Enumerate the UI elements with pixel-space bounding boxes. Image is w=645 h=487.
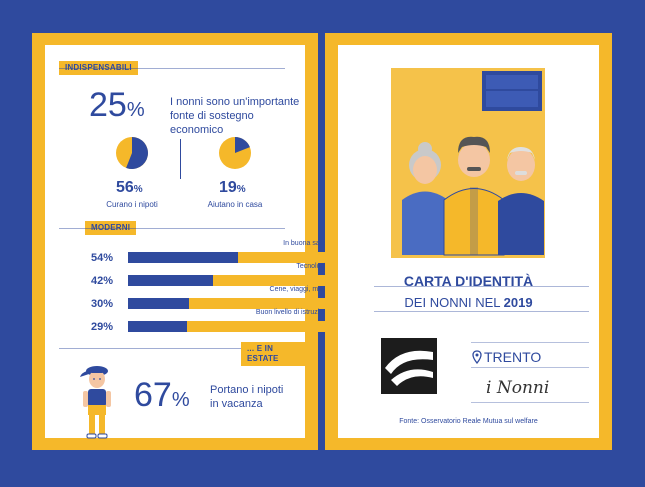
bar-row: 29% Buon livello di istruzione: [91, 309, 331, 335]
reale-mutua-logo: [381, 338, 437, 394]
location-rule-top: [471, 342, 589, 343]
pie-curano-percent: 56%: [116, 179, 143, 196]
title-rule-top: [374, 286, 589, 287]
bar-label: In buona salute: [283, 240, 331, 247]
signature: i Nonni: [486, 378, 550, 398]
bar-percent: 30%: [91, 298, 114, 310]
pie-divider: [180, 139, 181, 179]
bar-row: 54% In buona salute: [91, 240, 331, 266]
pie-chart-aiutano: [219, 137, 251, 169]
section-tag-moderni: MODERNI: [85, 221, 137, 235]
right-page-frame: CARTA D'IDENTITÀ DEI NONNI NEL 2019 TREN…: [325, 33, 612, 450]
pie-aiutano-percent: 19%: [219, 179, 246, 196]
title-rule-bottom: [374, 311, 589, 312]
stat-67-description: Portano i nipoti in vacanza: [210, 383, 300, 411]
location-rule-bottom: [471, 367, 589, 368]
bar-fill: [128, 252, 238, 263]
card-subtitle-year: 2019: [503, 295, 533, 310]
child-illustration: [80, 366, 111, 439]
bar-track: [128, 321, 331, 332]
card-title: CARTA D'IDENTITÀ: [403, 273, 534, 289]
location-name: TRENTO: [484, 349, 542, 365]
bar-fill: [128, 298, 189, 309]
bar-fill: [128, 321, 187, 332]
pie-aiutano-caption: Aiutano in casa: [207, 200, 263, 209]
card-subtitle: DEI NONNI NEL 2019: [338, 295, 599, 310]
bar-row: 42% Tecnologici: [91, 263, 331, 289]
bar-percent: 42%: [91, 275, 114, 287]
bar-percent: 54%: [91, 252, 114, 264]
section-rule: [59, 348, 285, 349]
bar-label: Tecnologici: [296, 263, 331, 270]
bar-percent: 29%: [91, 321, 114, 333]
bar-row: 30% Cene, viaggi, musei: [91, 286, 331, 312]
stat-25-percent: 25%: [89, 86, 145, 124]
right-page: CARTA D'IDENTITÀ DEI NONNI NEL 2019 TREN…: [338, 45, 599, 438]
grandparents-portrait: [388, 65, 548, 261]
stat-67-percent: 67%: [134, 376, 190, 414]
section-rule: [59, 68, 285, 69]
section-tag-estate: ... E IN ESTATE: [241, 342, 305, 366]
bar-track: [128, 298, 331, 309]
stat-25-text-line1: I nonni sono un'importante: [170, 96, 300, 108]
bar-track: [128, 275, 331, 286]
card-subtitle-prefix: DEI NONNI NEL: [404, 295, 501, 310]
location-pin-icon: [472, 350, 482, 364]
pie-chart-curano: [116, 137, 148, 169]
stat-25-text-line2: fonte di sostegno economico: [170, 110, 254, 136]
signature-rule: [471, 402, 589, 403]
section-tag-indispensabili: INDISPENSABILI: [59, 61, 138, 75]
left-page: INDISPENSABILI 25% I nonni sono un'impor…: [45, 45, 331, 439]
left-page-frame: INDISPENSABILI 25% I nonni sono un'impor…: [32, 33, 331, 450]
bar-label: Buon livello di istruzione: [255, 309, 331, 316]
bar-track: [128, 252, 331, 263]
stat-25-description: I nonni sono un'importante fonte di sost…: [170, 95, 310, 137]
stat-67-text-line2: in vacanza: [210, 398, 263, 410]
section-rule: [59, 228, 285, 229]
bar-label: Cene, viaggi, musei: [269, 286, 331, 293]
pie-curano-caption: Curano i nipoti: [106, 200, 158, 209]
source-note: Fonte: Osservatorio Reale Mutua sul welf…: [399, 418, 538, 425]
stat-67-text-line1: Portano i nipoti: [210, 384, 284, 396]
bar-fill: [128, 275, 214, 286]
